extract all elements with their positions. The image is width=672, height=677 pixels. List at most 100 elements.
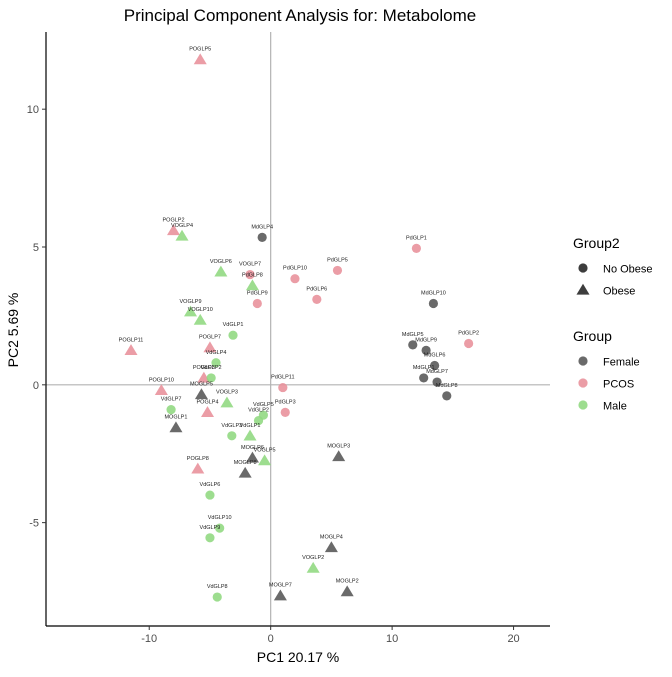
point-label: MdGLP5 — [402, 332, 424, 338]
data-point — [194, 388, 208, 400]
data-point — [167, 224, 181, 236]
data-point — [169, 421, 183, 433]
point-label: POGLP5 — [189, 47, 211, 53]
legend-entry-label: Male — [603, 401, 627, 413]
point-label: POGLP3 — [193, 365, 215, 371]
legend-key — [578, 356, 588, 366]
point-label: PdGLP2 — [458, 330, 479, 336]
data-point — [201, 406, 215, 418]
legend-color-swatch — [578, 378, 588, 388]
point-label: MdGLP4 — [251, 224, 273, 230]
data-point — [290, 274, 300, 284]
point-label: MOGLP7 — [269, 583, 292, 589]
point-label: VOGLP7 — [239, 262, 261, 268]
y-tick-label: 0 — [33, 380, 39, 392]
data-point — [332, 450, 346, 462]
data-point — [332, 265, 343, 276]
data-point — [215, 523, 225, 533]
data-point — [408, 340, 418, 350]
legend-entry-label: Obese — [603, 286, 635, 298]
legend-entry-label: PCOS — [603, 379, 634, 391]
point-label: VdGLP2 — [201, 365, 222, 371]
point-label: PdGLP10 — [283, 266, 307, 272]
legend-key — [576, 283, 590, 295]
data-point — [243, 429, 257, 441]
point-label: VdGLP5 — [253, 402, 274, 408]
legend-key — [578, 400, 588, 410]
data-point — [245, 451, 259, 463]
data-point — [191, 462, 205, 474]
point-label: MdGLP10 — [421, 291, 446, 297]
data-point — [245, 269, 255, 280]
point-label: PdGLP8 — [242, 273, 263, 279]
point-label: VdGLP4 — [206, 350, 227, 356]
data-point — [312, 294, 322, 304]
data-point — [411, 243, 422, 253]
point-label: PdGLP3 — [275, 399, 296, 405]
point-label: VOGLP2 — [302, 555, 324, 561]
data-point — [280, 407, 290, 417]
legend-color-swatch — [578, 356, 588, 366]
data-point — [273, 589, 287, 601]
data-point — [324, 541, 338, 553]
data-point — [193, 313, 207, 325]
triangle-legend-symbol — [576, 283, 590, 295]
point-label: VOGLP3 — [216, 390, 238, 396]
point-label: MOGLP5 — [190, 381, 213, 387]
legend-key — [578, 263, 588, 273]
point-label: VdGLP9 — [200, 525, 221, 531]
legend-color-swatch — [578, 400, 588, 410]
point-label: POGLP4 — [197, 399, 219, 405]
data-point — [257, 232, 267, 242]
point-label: MOGLP2 — [336, 579, 359, 585]
data-point — [432, 377, 442, 387]
data-point — [212, 592, 222, 602]
point-label: POGLP7 — [199, 335, 221, 341]
point-label: MOGLP6 — [241, 445, 264, 451]
point-label: VOGLP9 — [180, 299, 202, 305]
point-label: POGLP11 — [119, 337, 144, 343]
circle-legend-symbol — [578, 263, 588, 273]
point-label: VOGLP4 — [171, 223, 193, 229]
point-label: MdGLP6 — [424, 353, 446, 359]
data-point — [430, 360, 440, 371]
data-point — [419, 373, 429, 383]
data-point — [193, 53, 207, 65]
point-label: POGLP8 — [187, 456, 209, 462]
data-point — [245, 279, 259, 291]
x-tick-label: 10 — [386, 633, 398, 645]
chart-title: Principal Component Analysis for: Metabo… — [124, 6, 476, 25]
data-point — [238, 466, 252, 478]
data-point — [421, 345, 431, 355]
data-point — [258, 454, 272, 466]
data-point — [306, 561, 320, 573]
data-point — [203, 341, 217, 353]
legend-title: Group2 — [573, 235, 620, 251]
y-tick-label: -5 — [29, 518, 39, 530]
data-point — [252, 298, 262, 309]
point-label: MOGLP4 — [320, 534, 343, 540]
point-label: VdGLP3 — [221, 423, 242, 429]
point-label: MdGLP9 — [415, 337, 437, 343]
x-axis-title: PC1 20.17 % — [257, 649, 340, 665]
legend-key — [578, 378, 588, 388]
data-point — [184, 305, 198, 317]
point-label: POGLP2 — [163, 217, 185, 223]
legend-entry-label: No Obese — [603, 264, 653, 276]
data-point — [228, 330, 238, 340]
data-point — [175, 229, 189, 241]
data-point — [205, 490, 215, 500]
data-point — [205, 533, 215, 543]
point-label: VdGLP7 — [161, 397, 182, 403]
point-label: PdGLP5 — [327, 257, 348, 263]
legend-title: Group — [573, 328, 612, 344]
legend-entry-label: Female — [603, 357, 640, 369]
point-label: PdGLP1 — [406, 235, 427, 241]
point-label: VdGLP2 — [248, 408, 269, 414]
point-label: MdGLP7 — [426, 369, 448, 375]
data-point — [227, 431, 237, 441]
legend: Group2 No Obese Obese Group Female PCOS Male — [573, 235, 653, 413]
data-point — [428, 298, 439, 309]
